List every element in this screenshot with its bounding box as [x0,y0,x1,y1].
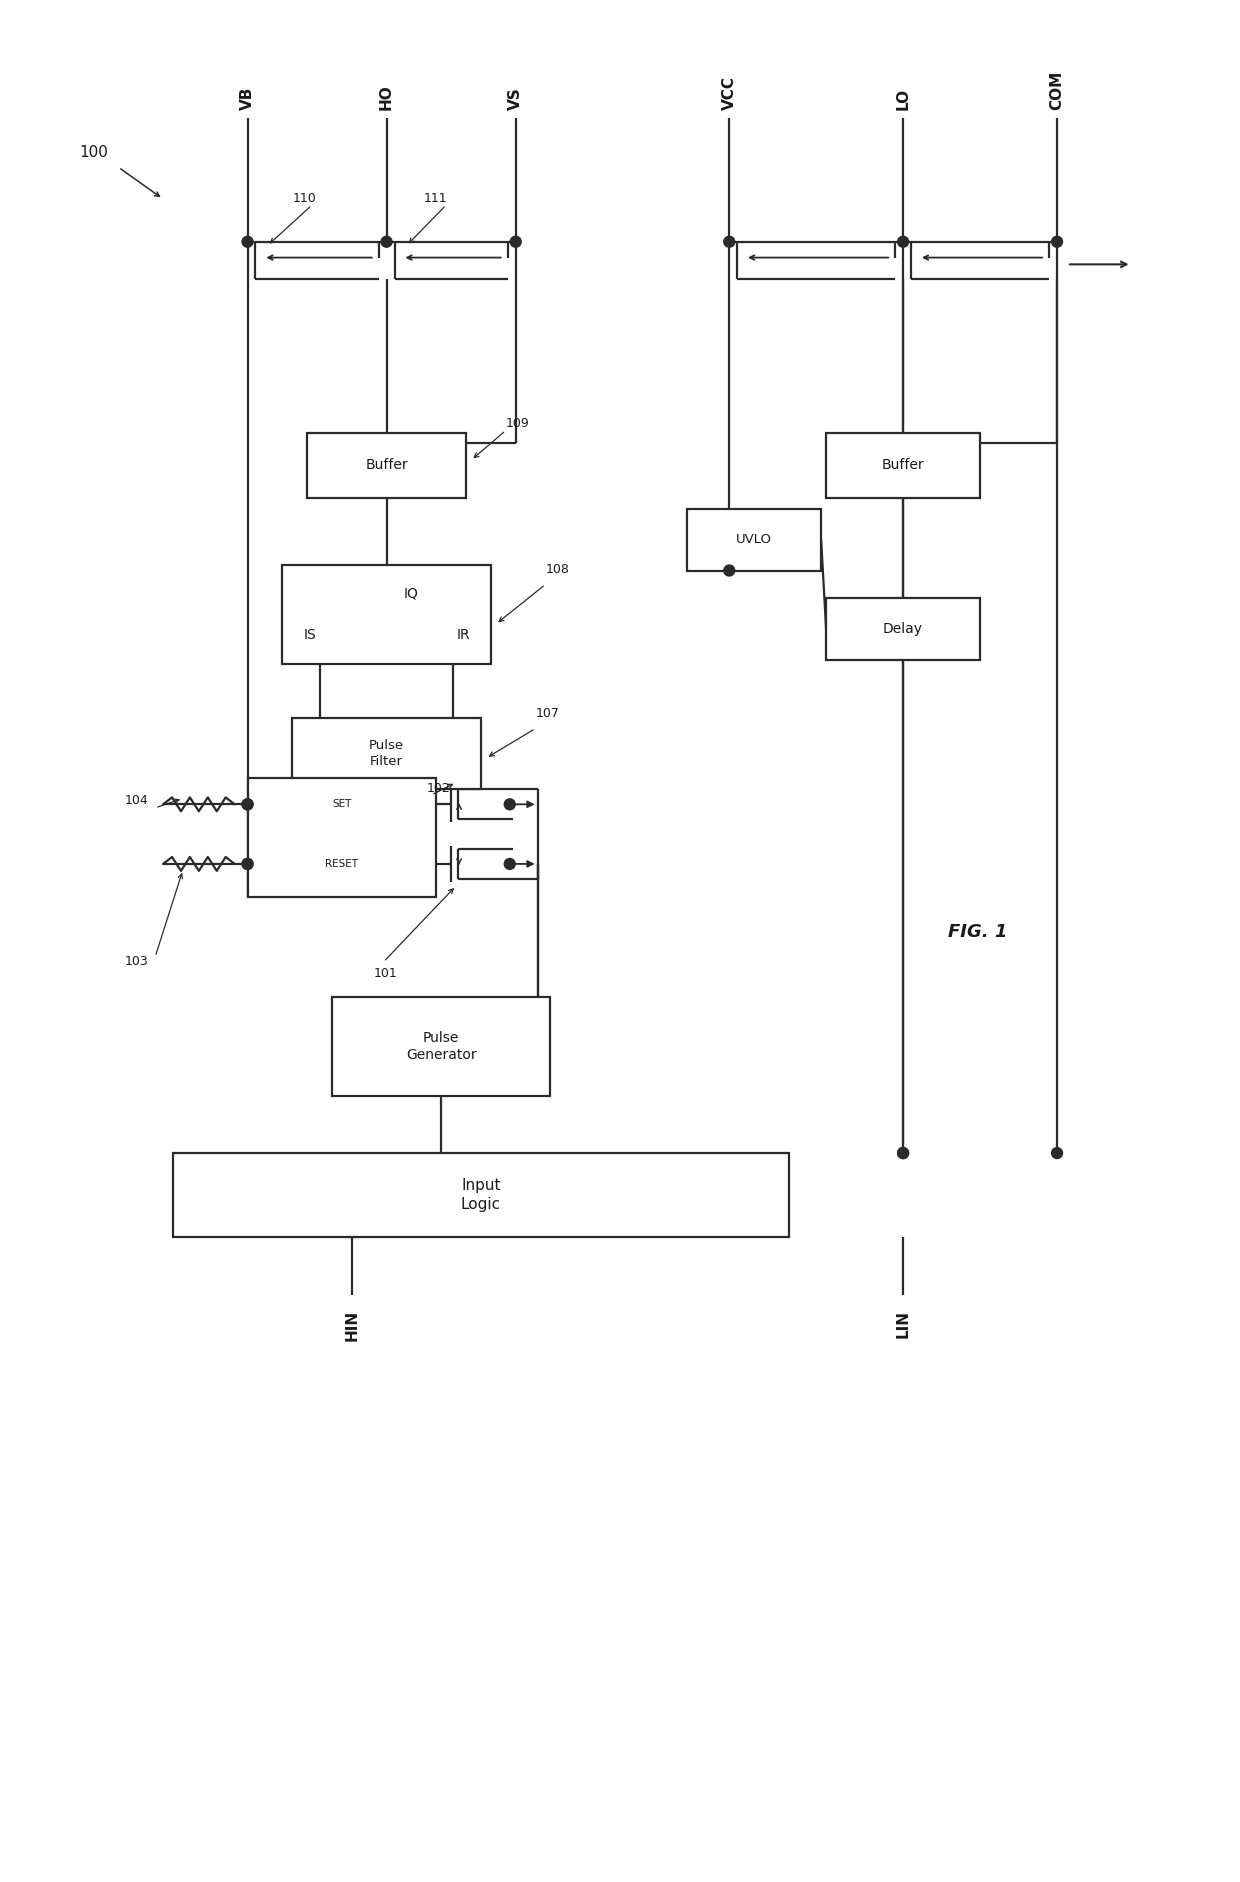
Text: SET: SET [332,800,352,809]
Circle shape [510,237,521,247]
Text: Pulse
Generator: Pulse Generator [405,1031,476,1061]
Text: Pulse
Filter: Pulse Filter [370,740,404,768]
Text: VB: VB [241,87,255,109]
Bar [826,433,980,497]
Circle shape [242,798,253,809]
Text: 111: 111 [423,192,446,205]
Text: IQ: IQ [404,587,419,600]
Bar [293,717,481,789]
Circle shape [242,858,253,869]
Bar [308,433,466,497]
Text: UVLO: UVLO [737,533,773,546]
Text: VCC: VCC [722,75,737,109]
Text: VS: VS [508,87,523,109]
Circle shape [505,798,515,809]
Text: FIG. 1: FIG. 1 [947,922,1007,941]
Bar [332,997,551,1095]
Circle shape [724,237,735,247]
Bar [248,777,436,898]
Text: IR: IR [456,629,470,642]
Text: 108: 108 [546,563,569,576]
Circle shape [724,565,735,576]
Circle shape [505,858,515,869]
Text: 101: 101 [373,967,397,981]
Circle shape [242,237,253,247]
Text: Input
Logic: Input Logic [461,1178,501,1212]
Circle shape [898,1148,909,1159]
Circle shape [1052,1148,1063,1159]
Bar [826,598,980,661]
Text: 110: 110 [293,192,316,205]
Bar [174,1154,789,1238]
Circle shape [381,237,392,247]
Text: 103: 103 [124,956,149,969]
Text: IS: IS [304,629,316,642]
Text: HO: HO [379,85,394,109]
Text: HIN: HIN [345,1310,360,1340]
Text: Buffer: Buffer [882,457,924,472]
Text: 104: 104 [124,794,149,807]
Bar [687,508,821,570]
Circle shape [242,798,253,809]
Text: 100: 100 [79,145,108,160]
Text: 109: 109 [506,418,529,429]
Text: 107: 107 [536,708,559,721]
Circle shape [898,237,909,247]
Bar [283,565,491,664]
Circle shape [242,858,253,869]
Text: Buffer: Buffer [366,457,408,472]
Text: 102: 102 [427,783,450,794]
Text: LIN: LIN [895,1310,910,1338]
Circle shape [898,1148,909,1159]
Text: RESET: RESET [325,858,358,869]
Text: Delay: Delay [883,623,923,636]
Circle shape [1052,237,1063,247]
Text: LO: LO [895,87,910,109]
Text: COM: COM [1049,70,1065,109]
